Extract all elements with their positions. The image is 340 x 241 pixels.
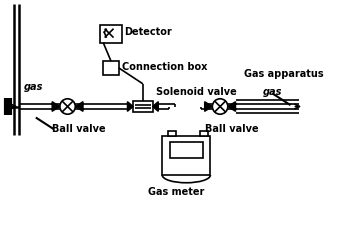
Text: Connection box: Connection box — [122, 62, 207, 72]
Circle shape — [60, 99, 75, 114]
Bar — [100, 25, 122, 43]
Text: Ball valve: Ball valve — [205, 124, 258, 134]
Polygon shape — [52, 102, 60, 111]
Bar — [200, 131, 207, 136]
Text: Gas apparatus: Gas apparatus — [244, 69, 324, 80]
Text: Solenoid valve: Solenoid valve — [156, 87, 237, 97]
Bar — [103, 61, 119, 75]
Text: Ball valve: Ball valve — [52, 124, 106, 134]
Polygon shape — [153, 102, 158, 111]
Polygon shape — [128, 102, 133, 111]
Text: gas: gas — [24, 82, 44, 92]
Polygon shape — [75, 102, 83, 111]
Bar — [162, 136, 210, 175]
Polygon shape — [205, 102, 212, 111]
Bar — [168, 131, 176, 136]
Polygon shape — [228, 102, 236, 111]
Text: gas: gas — [262, 87, 282, 97]
Text: Detector: Detector — [124, 27, 172, 37]
Bar — [170, 142, 203, 158]
Text: Gas meter: Gas meter — [148, 187, 204, 197]
Circle shape — [212, 99, 228, 114]
Bar — [133, 101, 153, 112]
